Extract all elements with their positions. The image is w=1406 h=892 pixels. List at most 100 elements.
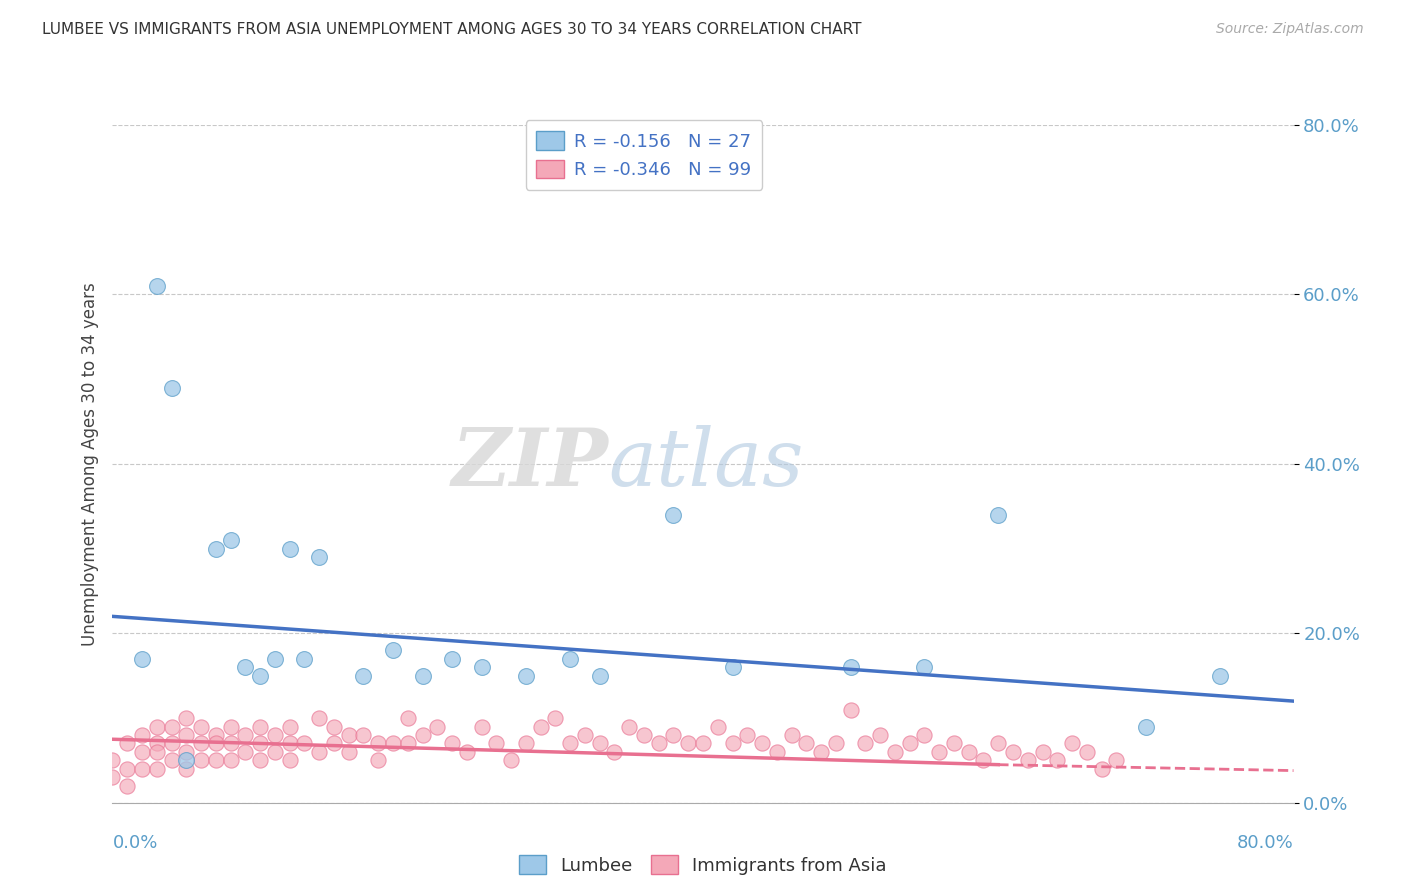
Point [249,737,271,751]
Point [174,745,197,759]
Point [101,753,124,767]
Point [662,508,685,522]
Point [574,728,596,742]
Point [278,753,301,767]
Point [411,728,433,742]
Point [249,719,271,733]
Point [973,753,995,767]
Point [205,753,228,767]
Point [544,711,567,725]
Point [470,719,494,733]
Point [751,737,773,751]
Point [233,660,256,674]
Point [647,737,671,751]
Point [146,278,169,293]
Point [160,380,183,394]
Y-axis label: Unemployment Among Ages 30 to 34 years: Unemployment Among Ages 30 to 34 years [80,282,98,646]
Point [470,660,494,674]
Point [205,728,228,742]
Point [352,728,374,742]
Text: Source: ZipAtlas.com: Source: ZipAtlas.com [1216,22,1364,37]
Text: 80.0%: 80.0% [1237,834,1294,852]
Point [308,549,330,565]
Point [824,737,846,751]
Point [1001,745,1024,759]
Point [706,719,728,733]
Point [558,737,582,751]
Point [146,762,169,776]
Point [441,651,464,665]
Point [810,745,832,759]
Point [101,770,124,785]
Point [766,745,789,759]
Point [337,745,360,759]
Point [987,737,1010,751]
Text: LUMBEE VS IMMIGRANTS FROM ASIA UNEMPLOYMENT AMONG AGES 30 TO 34 YEARS CORRELATIO: LUMBEE VS IMMIGRANTS FROM ASIA UNEMPLOYM… [42,22,862,37]
Point [160,719,183,733]
Point [131,651,153,665]
Point [1135,719,1157,733]
Point [146,719,169,733]
Point [264,745,287,759]
Point [146,737,169,751]
Point [456,745,478,759]
Point [721,660,744,674]
Point [558,651,582,665]
Point [308,745,330,759]
Point [869,728,891,742]
Point [278,737,301,751]
Point [352,669,374,683]
Point [323,737,346,751]
Point [1091,762,1114,776]
Point [117,762,138,776]
Point [426,719,449,733]
Point [190,753,212,767]
Point [588,669,610,683]
Point [957,745,980,759]
Point [190,737,212,751]
Text: 0.0%: 0.0% [112,834,157,852]
Point [411,669,433,683]
Point [219,533,242,547]
Point [396,737,419,751]
Point [278,719,301,733]
Point [914,660,936,674]
Text: ZIP: ZIP [451,425,609,502]
Point [292,737,315,751]
Point [678,737,700,751]
Point [174,711,197,725]
Point [839,703,862,717]
Point [780,728,803,742]
Point [219,719,242,733]
Point [898,737,921,751]
Point [1032,745,1054,759]
Point [515,737,537,751]
Point [1017,753,1039,767]
Point [308,711,330,725]
Point [233,745,256,759]
Point [1046,753,1069,767]
Point [367,753,389,767]
Point [1076,745,1098,759]
Point [501,753,523,767]
Point [839,660,862,674]
Point [855,737,877,751]
Point [117,737,138,751]
Point [190,719,212,733]
Point [292,651,315,665]
Point [160,737,183,751]
Point [662,728,685,742]
Point [160,753,183,767]
Point [884,745,907,759]
Point [264,728,287,742]
Point [1105,753,1128,767]
Point [692,737,714,751]
Point [249,669,271,683]
Point [174,762,197,776]
Point [131,745,153,759]
Point [146,745,169,759]
Point [1208,669,1232,683]
Point [441,737,464,751]
Point [603,745,626,759]
Point [323,719,346,733]
